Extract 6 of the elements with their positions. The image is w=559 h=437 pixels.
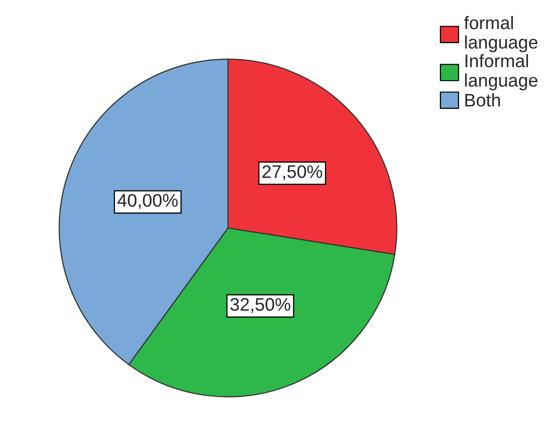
- data-label: 32,50%: [230, 298, 290, 313]
- data-label: 40,00%: [118, 194, 178, 209]
- legend-label: Both: [465, 93, 500, 107]
- data-label: 27,50%: [262, 165, 322, 180]
- legend-label: Informal language: [465, 54, 538, 90]
- legend-label: formal language: [464, 16, 538, 52]
